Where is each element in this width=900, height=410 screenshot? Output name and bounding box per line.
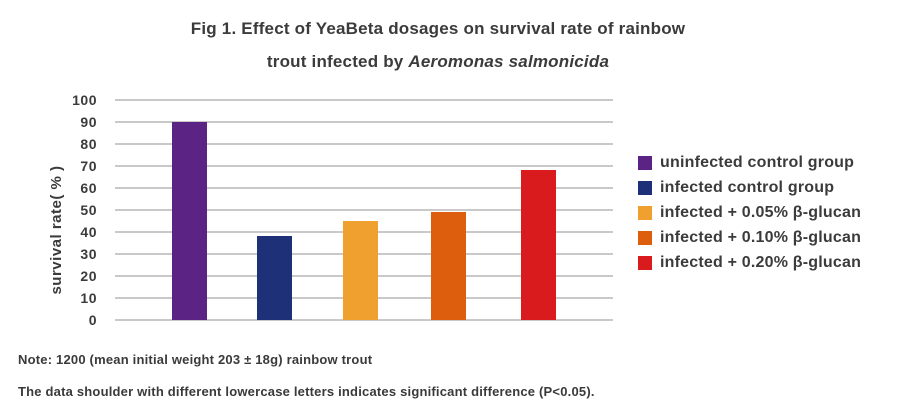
gridline (115, 99, 613, 101)
legend-item-label: infected + 0.05% β-glucan (660, 204, 862, 221)
gridline (115, 187, 613, 189)
y-tick-label: 50 (80, 202, 97, 218)
legend-swatch-icon (638, 156, 652, 170)
legend-item-label: infected + 0.20% β-glucan (660, 254, 862, 271)
legend-item-label: uninfected control group (660, 154, 855, 171)
bar-5 (521, 170, 556, 320)
legend-item-5: infected + 0.20% β-glucan (638, 254, 862, 271)
note-line-2: The data shoulder with different lowerca… (18, 384, 595, 399)
y-tick-label: 0 (88, 312, 97, 328)
y-tick-label: 30 (80, 246, 97, 262)
legend-item-label: infected control group (660, 179, 835, 196)
legend-swatch-icon (638, 256, 652, 270)
bar-3 (343, 221, 378, 320)
gridline (115, 319, 613, 321)
legend-swatch-icon (638, 206, 652, 220)
gridline (115, 143, 613, 145)
chart-title-line-1: Fig 1. Effect of YeaBeta dosages on surv… (190, 19, 686, 38)
y-tick-label: 60 (80, 180, 97, 196)
chart-title-line-2-prefix: trout infected by (266, 52, 409, 71)
chart-title-species-name: Aeromonas salmonicida (408, 52, 610, 71)
legend-item-4: infected + 0.10% β-glucan (638, 229, 862, 246)
y-tick-label: 90 (80, 114, 97, 130)
y-tick-label: 100 (72, 92, 97, 108)
y-tick-label: 10 (80, 290, 97, 306)
legend-swatch-icon (638, 181, 652, 195)
plot-area (115, 99, 613, 321)
gridline (115, 209, 613, 211)
legend-item-label: infected + 0.10% β-glucan (660, 229, 862, 246)
y-tick-label: 20 (80, 268, 97, 284)
bar-2 (257, 236, 292, 320)
y-tick-label: 40 (80, 224, 97, 240)
legend-item-3: infected + 0.05% β-glucan (638, 204, 862, 221)
bar-4 (431, 212, 466, 320)
y-tick-label: 70 (80, 158, 97, 174)
legend-item-2: infected control group (638, 179, 861, 196)
note-line-1: Note: 1200 (mean initial weight 203 ± 18… (18, 352, 373, 367)
chart-title: Fig 1. Effect of YeaBeta dosages on surv… (0, 12, 876, 78)
y-tick-label: 80 (80, 136, 97, 152)
bar-1 (172, 122, 207, 320)
legend: uninfected control group infected control… (638, 154, 862, 281)
legend-item-1: uninfected control group (638, 154, 861, 171)
gridline (115, 165, 613, 167)
y-axis-ticks: 100 90 80 70 60 50 40 30 20 10 0 (0, 92, 97, 328)
chart-title-line-2: trout infected by Aeromonas salmonicida (0, 45, 876, 78)
legend-swatch-icon (638, 231, 652, 245)
gridline (115, 121, 613, 123)
